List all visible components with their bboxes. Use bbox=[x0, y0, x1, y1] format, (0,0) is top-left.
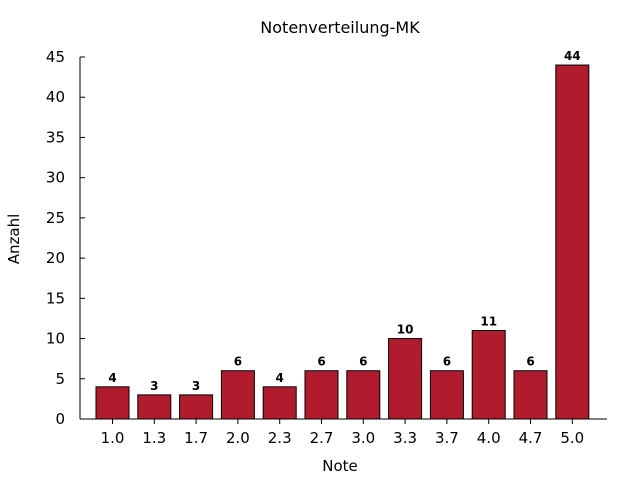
bar-value-label: 6 bbox=[234, 355, 242, 369]
x-tick-label: 3.0 bbox=[351, 429, 375, 447]
data-labels-group: 4 3 3 6 4 6 6 10 6 11 6 44 bbox=[108, 49, 580, 393]
y-tick-label: 10 bbox=[46, 330, 65, 348]
bar-value-label: 11 bbox=[480, 315, 497, 329]
chart-title: Notenverteilung-MK bbox=[260, 18, 420, 37]
bar bbox=[304, 370, 339, 420]
x-axis-label: Note bbox=[322, 457, 358, 475]
bar bbox=[388, 338, 423, 420]
bar bbox=[262, 386, 297, 420]
x-tick-label: 2.0 bbox=[226, 429, 250, 447]
x-axis-ticks: 1.0 1.3 1.7 2.0 2.3 2.7 3.0 3.3 3.7 4.0 4.7 5.0 bbox=[101, 419, 584, 447]
x-tick-label: 2.3 bbox=[268, 429, 292, 447]
bar-value-label: 3 bbox=[150, 379, 158, 393]
y-tick-label: 25 bbox=[46, 209, 65, 227]
x-tick-label: 4.7 bbox=[519, 429, 543, 447]
bar bbox=[179, 394, 214, 420]
bar-value-label: 4 bbox=[108, 371, 116, 385]
y-tick-label: 30 bbox=[46, 169, 65, 187]
bar-value-label: 10 bbox=[397, 323, 414, 337]
y-tick-label: 35 bbox=[46, 128, 65, 146]
x-tick-label: 2.7 bbox=[310, 429, 334, 447]
y-tick-label: 40 bbox=[46, 88, 65, 106]
bar-value-label: 6 bbox=[359, 355, 367, 369]
bar bbox=[513, 370, 548, 420]
bar-value-label: 6 bbox=[443, 355, 451, 369]
y-tick-label: 45 bbox=[46, 48, 65, 66]
bar bbox=[471, 330, 506, 420]
y-axis-ticks: 0 5 10 15 20 25 30 35 40 45 bbox=[46, 48, 85, 428]
bar bbox=[555, 64, 590, 420]
y-tick-label: 5 bbox=[55, 370, 65, 388]
x-tick-label: 1.7 bbox=[184, 429, 208, 447]
bar-value-label: 3 bbox=[192, 379, 200, 393]
bar bbox=[137, 394, 172, 420]
bar bbox=[429, 370, 464, 420]
bars-group bbox=[95, 64, 590, 420]
x-tick-label: 5.0 bbox=[560, 429, 584, 447]
bar-value-label: 6 bbox=[317, 355, 325, 369]
x-tick-label: 1.3 bbox=[142, 429, 166, 447]
bar bbox=[95, 386, 130, 420]
x-tick-label: 3.3 bbox=[393, 429, 417, 447]
bar bbox=[346, 370, 381, 420]
x-tick-label: 1.0 bbox=[101, 429, 125, 447]
y-tick-label: 20 bbox=[46, 249, 65, 267]
bar bbox=[220, 370, 255, 420]
y-tick-label: 0 bbox=[55, 410, 65, 428]
bar-value-label: 4 bbox=[276, 371, 284, 385]
bar-value-label: 44 bbox=[564, 49, 581, 63]
x-tick-label: 3.7 bbox=[435, 429, 459, 447]
bar-value-label: 6 bbox=[526, 355, 534, 369]
y-axis-label: Anzahl bbox=[5, 214, 23, 265]
x-tick-label: 4.0 bbox=[477, 429, 501, 447]
y-tick-label: 15 bbox=[46, 289, 65, 307]
